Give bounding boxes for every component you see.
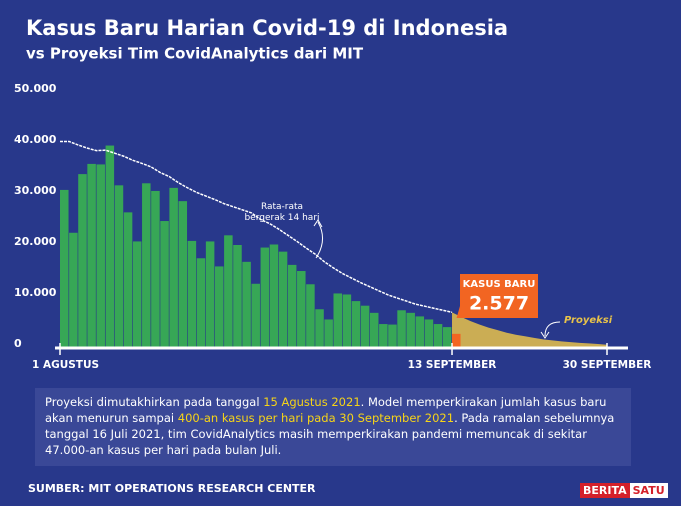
note-highlight: 15 Agustus 2021 (263, 395, 361, 409)
note-text: . Model memperkirakan jumlah kasus baru … (45, 395, 607, 425)
bar (433, 324, 443, 347)
bar (360, 305, 370, 347)
bar (123, 212, 133, 347)
x-tick-label: 30 SEPTEMBER (563, 359, 652, 371)
bar (87, 163, 96, 347)
logo-part: SATU (629, 483, 668, 498)
chart-title: Kasus Baru Harian Covid-19 di Indonesia (26, 16, 508, 40)
bar (187, 240, 197, 347)
bar (242, 261, 251, 347)
y-tick-label: 40.000 (14, 133, 57, 146)
bar (442, 327, 452, 347)
note-text: Proyeksi dimutakhirkan pada tanggal (45, 395, 264, 409)
annotation: Rata-rata bergerak 14 hari (244, 202, 319, 223)
bar (424, 319, 434, 347)
y-tick-label: 0 (14, 337, 22, 350)
projection-area (452, 312, 607, 347)
bar (169, 187, 178, 347)
bar (315, 309, 324, 347)
logo-part: BERITA (580, 483, 630, 498)
bar (333, 293, 343, 347)
annotation-arrow (540, 331, 550, 339)
logo: BERITA SATU (580, 483, 668, 498)
annotation-arrow (315, 221, 323, 259)
bar (78, 174, 87, 347)
y-tick-label: 20.000 (14, 235, 57, 248)
y-tick-label: 30.000 (14, 184, 57, 197)
bar (278, 251, 288, 347)
bar (369, 312, 379, 347)
annotation-arrow (544, 321, 561, 337)
bar (306, 284, 315, 347)
bar (342, 294, 352, 347)
bar (105, 145, 115, 347)
source: SUMBER: MIT OPERATIONS RESEARCH CENTER (28, 482, 316, 495)
bar (388, 324, 397, 347)
bar (160, 221, 169, 347)
bar (233, 245, 242, 347)
highlight-bar (452, 333, 461, 347)
moving-average-line (60, 140, 453, 314)
callout-label: KASUS BARU (463, 279, 536, 290)
bar (397, 310, 406, 347)
bar (214, 266, 224, 347)
bar (132, 241, 142, 347)
bar (151, 190, 160, 347)
bar (60, 189, 69, 347)
bar (69, 232, 78, 347)
y-tick-label: 50.000 (14, 82, 57, 95)
chart-subtitle: vs Proyeksi Tim CovidAnalytics dari MIT (26, 45, 364, 63)
bar (205, 241, 215, 347)
bar (324, 319, 333, 347)
x-tick-label: 1 AGUSTUS (32, 359, 99, 371)
bar (297, 271, 306, 347)
bar (96, 164, 105, 347)
bar (260, 247, 270, 347)
note-highlight: 400-an kasus per hari pada 30 September … (177, 411, 455, 425)
bar (142, 183, 151, 347)
bar (178, 201, 188, 347)
bar (415, 316, 425, 347)
bar (379, 324, 388, 347)
bar (196, 258, 206, 347)
callout-pointer (456, 306, 466, 318)
bar (114, 185, 124, 347)
bar (269, 244, 279, 347)
bar (351, 301, 361, 347)
note-text: . Pada ramalan sebelumnya tanggal 16 Jul… (45, 411, 615, 457)
callout-value: 2.577 (469, 293, 529, 315)
annotation-arrow (313, 219, 323, 228)
bar (287, 264, 297, 347)
bar (224, 235, 233, 347)
note: Proyeksi dimutakhirkan pada tanggal 15 A… (35, 388, 631, 466)
projection-label: Proyeksi (564, 315, 613, 326)
x-tick-label: 13 SEPTEMBER (408, 359, 497, 371)
callout-box (460, 274, 538, 318)
y-tick-label: 10.000 (14, 286, 57, 299)
bar (406, 312, 415, 347)
bar (251, 283, 260, 347)
